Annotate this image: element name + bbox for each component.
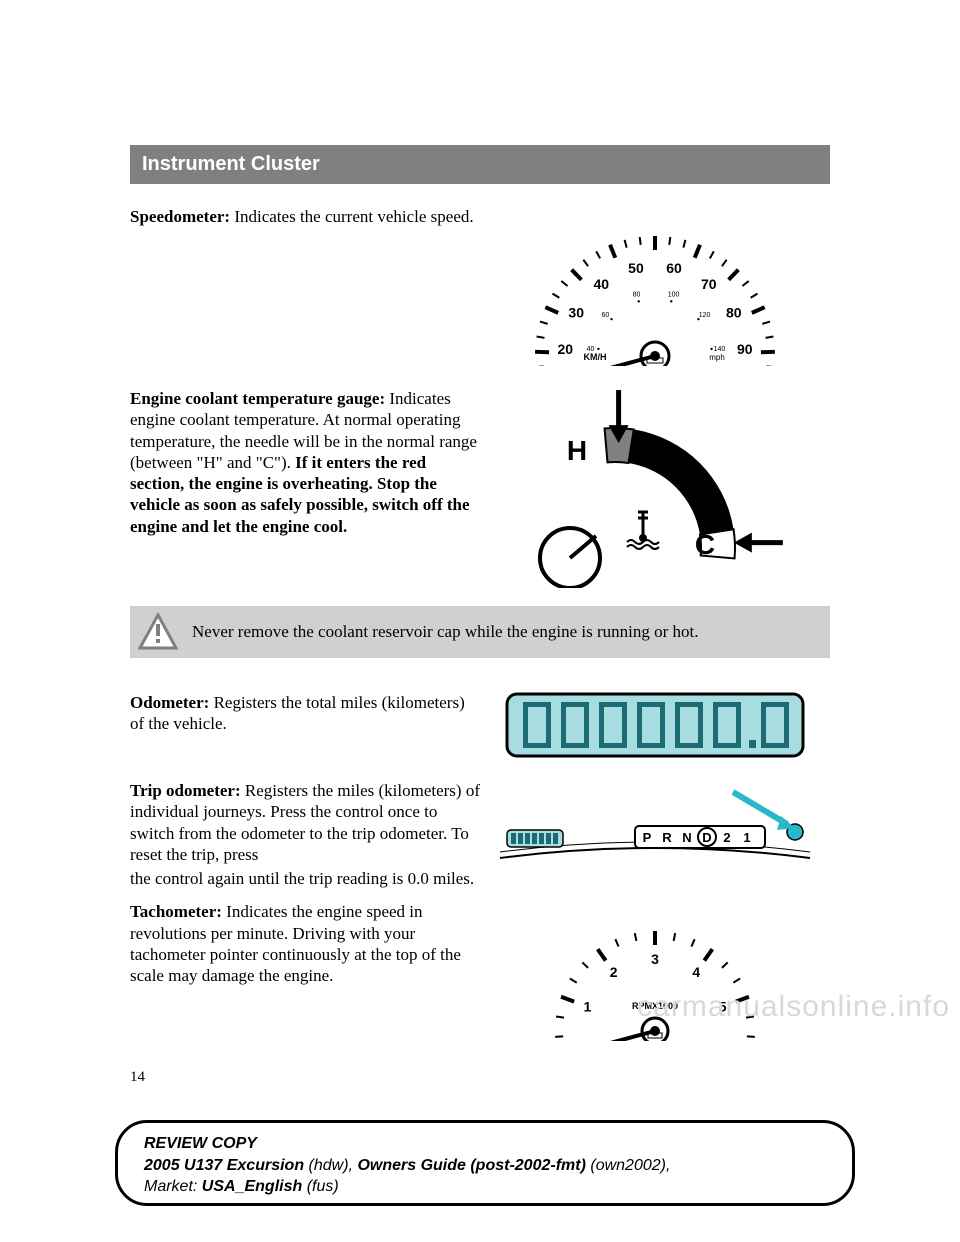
tach-text: Tachometer: Indicates the engine speed i…: [130, 901, 480, 986]
watermark: carmanualsonline.info: [637, 990, 950, 1024]
speedometer-label: Speedometer:: [130, 207, 230, 226]
svg-text:80: 80: [633, 292, 641, 299]
coolant-label: Engine coolant temperature gauge:: [130, 389, 385, 408]
warning-triangle-icon: [138, 612, 178, 652]
footer-l3-pre: Market:: [144, 1178, 202, 1195]
footer-l2-i1: (hdw),: [304, 1157, 357, 1174]
footer-l3-b: USA_English: [202, 1178, 302, 1195]
odometer-section: Odometer: Registers the total miles (kil…: [130, 692, 830, 762]
svg-text:4: 4: [692, 964, 700, 980]
tach-label: Tachometer:: [130, 902, 222, 921]
svg-text:70: 70: [701, 276, 717, 292]
odometer-text: Odometer: Registers the total miles (kil…: [130, 692, 480, 735]
speedometer-gauge-icon: 1020304050607080901002040608010012014016…: [505, 206, 805, 366]
svg-text:R: R: [662, 830, 672, 845]
svg-text:140: 140: [714, 346, 726, 353]
svg-text:90: 90: [737, 341, 753, 357]
footer-box: REVIEW COPY 2005 U137 Excursion (hdw), O…: [115, 1120, 855, 1206]
svg-text:H: H: [567, 435, 587, 466]
trip-desc-cont: the control again until the trip reading…: [130, 868, 830, 889]
svg-text:2: 2: [723, 830, 730, 845]
svg-text:20: 20: [557, 341, 573, 357]
odometer-label: Odometer:: [130, 693, 209, 712]
section-header: Instrument Cluster: [130, 145, 830, 184]
trip-label: Trip odometer:: [130, 781, 241, 800]
svg-text:3: 3: [651, 951, 659, 967]
coolant-section: Engine coolant temperature gauge: Indica…: [130, 388, 830, 588]
speedometer-desc: Indicates the current vehicle speed.: [230, 207, 474, 226]
coolant-text: Engine coolant temperature gauge: Indica…: [130, 388, 480, 537]
page-number: 14: [130, 1069, 830, 1086]
trip-section: Trip odometer: Registers the miles (kilo…: [130, 780, 830, 870]
svg-text:D: D: [702, 830, 711, 845]
svg-text:1: 1: [583, 999, 591, 1015]
trip-strip-icon: PRND21: [495, 780, 815, 870]
speedometer-section: Speedometer: Indicates the current vehic…: [130, 206, 830, 366]
warning-text: Never remove the coolant reservoir cap w…: [192, 621, 699, 642]
warning-callout: Never remove the coolant reservoir cap w…: [130, 606, 830, 658]
svg-text:80: 80: [726, 305, 742, 321]
trip-text: Trip odometer: Registers the miles (kilo…: [130, 780, 480, 865]
svg-text:C: C: [695, 529, 715, 560]
svg-text:1: 1: [743, 830, 750, 845]
odometer-display-icon: [505, 692, 805, 762]
svg-text:60: 60: [666, 260, 682, 276]
footer-l3-post: (fus): [302, 1178, 338, 1195]
speedometer-text: Speedometer: Indicates the current vehic…: [130, 206, 480, 227]
svg-text:40: 40: [593, 276, 609, 292]
svg-text:2: 2: [610, 964, 618, 980]
svg-text:P: P: [643, 830, 652, 845]
footer-l2-b1: 2005 U137 Excursion: [144, 1157, 304, 1174]
svg-text:KM/H: KM/H: [584, 352, 607, 362]
svg-text:50: 50: [628, 260, 644, 276]
svg-text:60: 60: [602, 312, 610, 319]
svg-text:N: N: [682, 830, 691, 845]
svg-text:mph: mph: [709, 353, 725, 362]
footer-line1: REVIEW COPY: [144, 1135, 257, 1152]
coolant-gauge-icon: HC: [505, 388, 805, 588]
svg-text:100: 100: [668, 292, 680, 299]
svg-text:120: 120: [699, 312, 711, 319]
footer-l2-i2: (own2002),: [586, 1157, 671, 1174]
svg-text:30: 30: [568, 305, 584, 321]
footer-l2-b2: Owners Guide (post-2002-fmt): [357, 1157, 585, 1174]
